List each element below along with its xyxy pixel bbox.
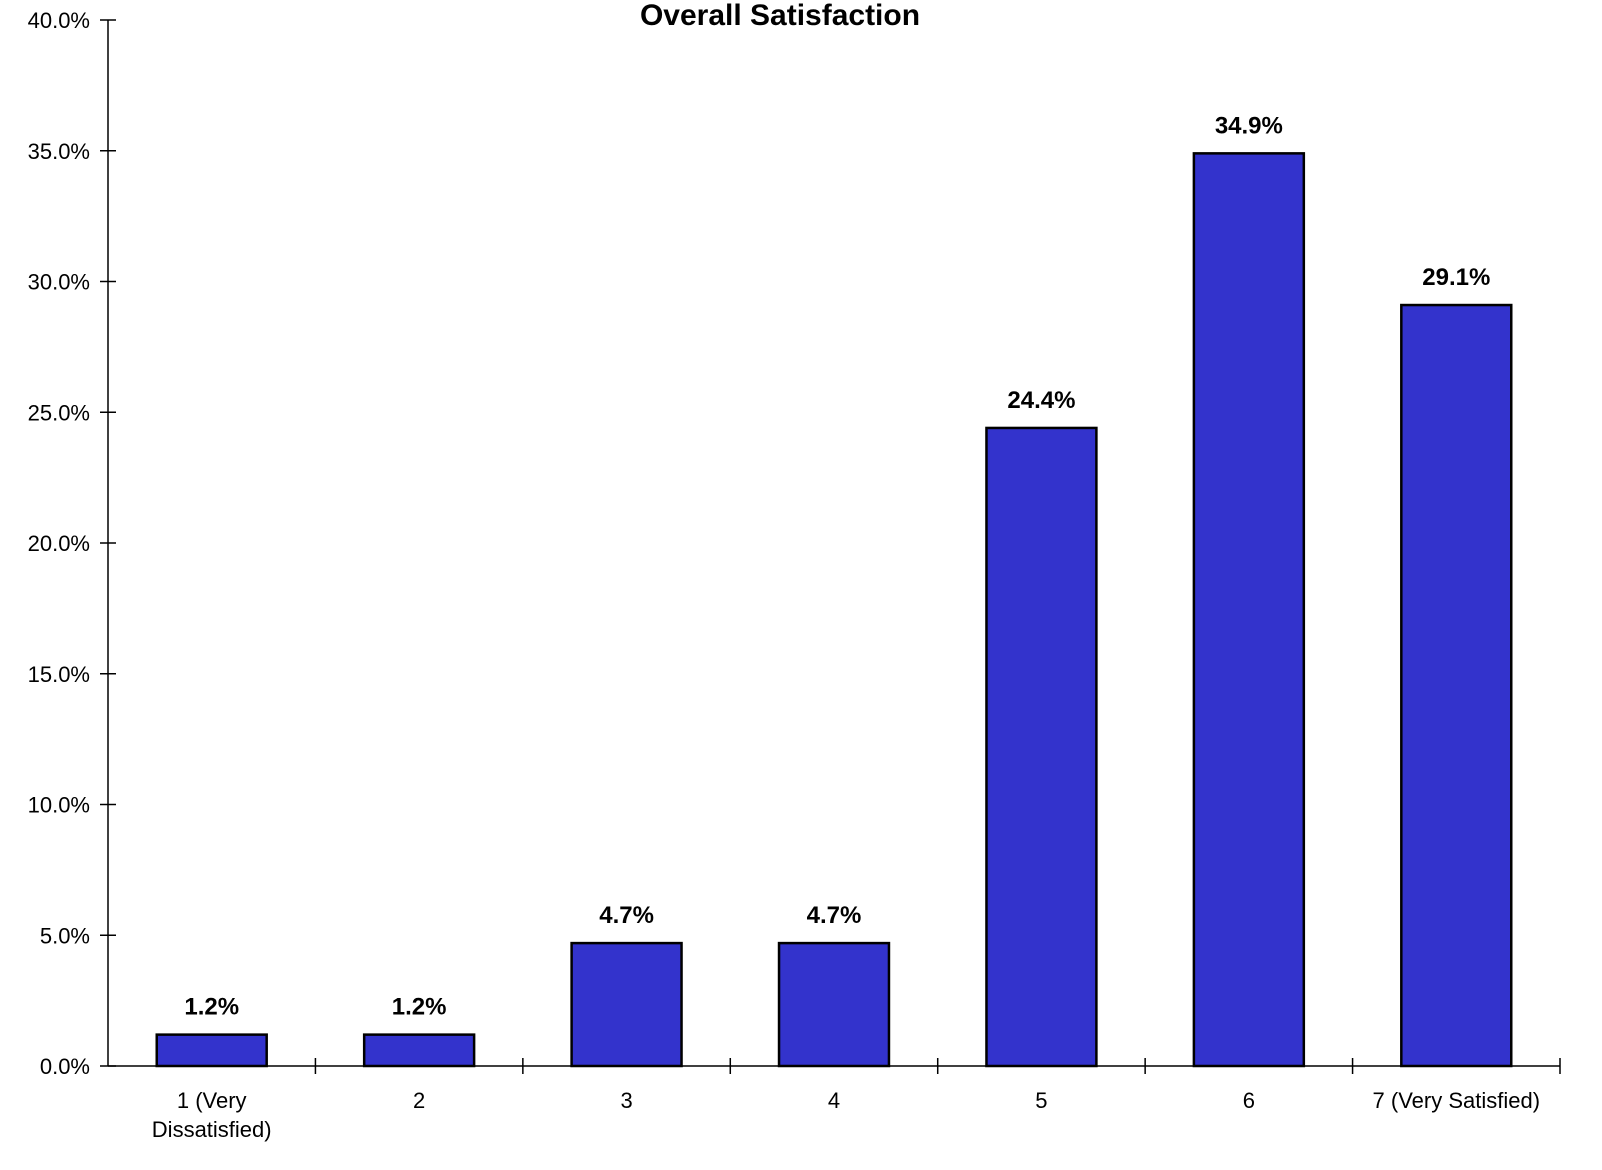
- x-tick-label: 6: [1243, 1088, 1255, 1113]
- y-tick-label: 40.0%: [28, 8, 90, 33]
- data-label: 34.9%: [1215, 112, 1283, 139]
- data-labels: 1.2% 1.2% 4.7% 4.7% 24.4% 34.9% 29.1%: [184, 112, 1490, 1020]
- y-tick-label: 15.0%: [28, 662, 90, 687]
- bar: [155, 1033, 268, 1068]
- x-tick-label: 5: [1035, 1088, 1047, 1113]
- data-label: 24.4%: [1007, 387, 1075, 414]
- x-tick-label: 4: [828, 1088, 840, 1113]
- data-label: 29.1%: [1422, 264, 1490, 291]
- y-tick-label: 35.0%: [28, 139, 90, 164]
- bar: [777, 941, 891, 1068]
- bar: [570, 941, 683, 1068]
- y-tick-label: 30.0%: [28, 270, 90, 295]
- y-tick-label: 10.0%: [28, 793, 90, 818]
- bar: [985, 426, 1098, 1068]
- bars: [155, 152, 1513, 1068]
- x-tick-label: 2: [413, 1088, 425, 1113]
- chart-title: Overall Satisfaction: [640, 0, 920, 32]
- x-tick-label: 1 (Very Dissatisfied): [152, 1088, 272, 1142]
- bar: [1192, 152, 1306, 1068]
- y-tick-label: 25.0%: [28, 400, 90, 425]
- data-label: 4.7%: [807, 902, 862, 929]
- bar: [1400, 303, 1513, 1068]
- y-axis: 0.0% 5.0% 10.0% 15.0% 20.0% 25.0% 30.0% 35.0% 40…: [28, 8, 116, 1079]
- bar: [362, 1033, 476, 1068]
- y-tick-label: 5.0%: [40, 923, 90, 948]
- y-tick-label: 20.0%: [28, 531, 90, 556]
- x-tick-label: 3: [620, 1088, 632, 1113]
- x-axis: 1 (Very Dissatisfied) 2 3 4 5 6 7 (Very Satisfi…: [108, 1058, 1561, 1142]
- x-tick-label: 7 (Very Satisfied): [1373, 1088, 1541, 1113]
- data-label: 1.2%: [184, 994, 239, 1021]
- data-label: 1.2%: [392, 994, 447, 1021]
- data-label: 4.7%: [599, 902, 654, 929]
- y-tick-label: 0.0%: [40, 1054, 90, 1079]
